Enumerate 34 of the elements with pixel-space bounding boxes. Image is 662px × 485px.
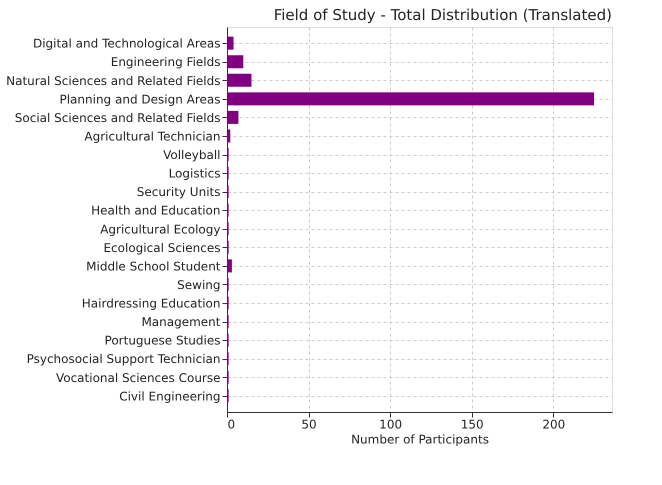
y-tick-label: Engineering Fields [110,55,220,70]
y-tick-label: Logistics [168,166,220,181]
y-tick-label: Security Units [136,185,220,200]
x-axis-title: Number of Participants [351,432,489,446]
y-tick-label: Agricultural Ecology [100,222,220,236]
y-tick-label: Volleyball [163,148,220,162]
x-tick-label: 200 [542,418,566,432]
bar [227,259,232,272]
bar [227,129,230,142]
x-tick-label: 100 [379,418,402,432]
bar [227,92,594,106]
bar [227,36,234,50]
chart-title: Field of Study - Total Distribution (Translated) [274,6,612,24]
x-tick-label: 50 [301,418,317,432]
y-tick-label: Management [141,315,221,330]
y-tick-label: Civil Engineering [119,389,220,404]
y-tick-label: Hairdressing Education [82,296,220,311]
y-tick-label: Sewing [177,278,220,292]
x-tick-label: 150 [460,418,484,432]
y-tick-label: Psychosocial Support Technician [26,352,220,366]
y-tick-label: Middle School Student [86,259,221,274]
bar [227,110,238,124]
y-tick-label: Natural Sciences and Related Fields [6,74,220,88]
y-tick-label: Agricultural Technician [84,129,220,144]
y-tick-label: Ecological Sciences [103,240,220,255]
y-tick-label: Vocational Sciences Course [56,370,220,385]
y-tick-label: Portuguese Studies [104,334,220,348]
y-tick-label: Planning and Design Areas [59,92,220,106]
bar [227,74,252,87]
x-tick-label: 0 [228,418,236,432]
y-tick-label: Health and Education [91,204,220,218]
bar [227,55,244,68]
y-tick-label: Social Sciences and Related Fields [14,110,220,125]
y-tick-label: Digital and Technological Areas [32,36,220,51]
